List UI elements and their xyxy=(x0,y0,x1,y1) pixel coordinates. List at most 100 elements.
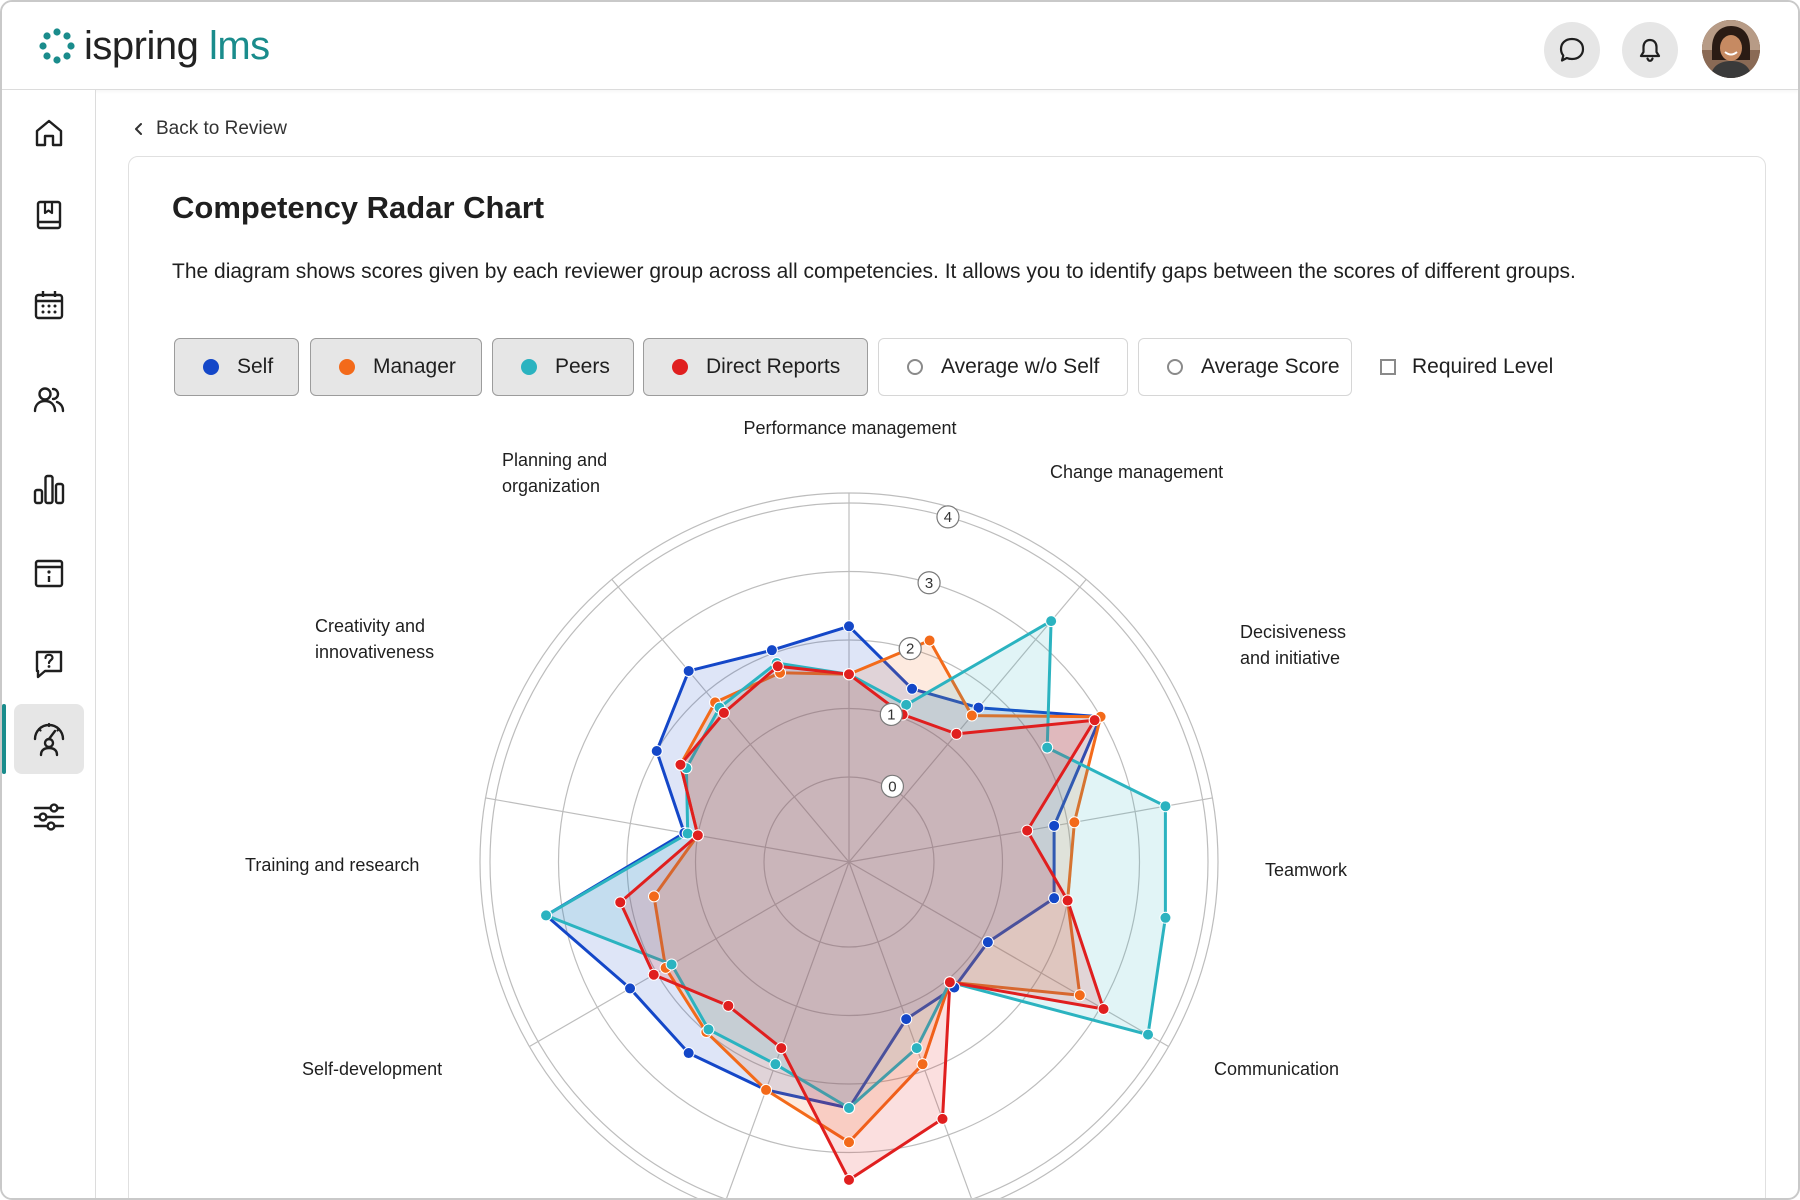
series-direct-reports-point xyxy=(843,668,855,681)
series-direct-reports-point xyxy=(1088,714,1101,727)
radar-spoke-8 xyxy=(611,578,850,863)
radar-spoke-5 xyxy=(726,861,850,1198)
series-peers-point xyxy=(769,1058,782,1071)
series-peers-point xyxy=(1159,800,1172,813)
ring-value-label: 4 xyxy=(936,505,960,529)
legend-toggle-required-level[interactable]: Required Level xyxy=(1368,338,1568,396)
sidebar-item-settings[interactable] xyxy=(14,782,84,852)
messages-button[interactable] xyxy=(1544,22,1600,78)
notifications-button[interactable] xyxy=(1622,22,1678,78)
legend-average-wo-self-dot xyxy=(907,359,923,375)
legend-direct-reports-label: Direct Reports xyxy=(706,355,841,378)
axis-label-line: Training and research xyxy=(245,855,419,875)
radar-spoke-7 xyxy=(485,797,850,863)
sidebar-item-courses[interactable] xyxy=(14,180,84,250)
sidebar-item-reports[interactable] xyxy=(14,454,84,524)
legend-toggle-direct-reports[interactable]: Direct Reports xyxy=(643,338,868,396)
ring-value-badge xyxy=(898,636,922,661)
series-direct-reports-point xyxy=(1097,1002,1110,1015)
back-to-review-link[interactable]: Back to Review xyxy=(132,118,287,140)
axis-label-line: innovativeness xyxy=(315,642,434,662)
series-direct-reports-point xyxy=(691,829,704,842)
series-direct-reports-point xyxy=(1021,824,1034,837)
legend-toggle-average-wo-self[interactable]: Average w/o Self xyxy=(878,338,1128,396)
legend-toggle-self[interactable]: Self xyxy=(174,338,299,396)
ispring-logo[interactable]: ispring lms xyxy=(38,22,270,70)
axis-label-line: Creativity and xyxy=(315,616,425,636)
series-direct-reports-point xyxy=(771,660,784,673)
axis-label-2: Decisiveness and initiative xyxy=(1240,622,1346,668)
axis-label-line: Planning and xyxy=(502,450,607,470)
sidebar-item-info[interactable] xyxy=(14,538,84,608)
ring-value-label: 1 xyxy=(879,702,903,727)
axis-label-line: Change management xyxy=(1050,462,1223,482)
ring-value-badge xyxy=(936,505,960,529)
sidebar-item-questions[interactable] xyxy=(14,629,84,699)
legend-average-wo-self-label: Average w/o Self xyxy=(941,355,1100,378)
chat-bubble-icon xyxy=(1559,37,1585,62)
calendar-icon xyxy=(34,291,64,320)
radar-spoke-1 xyxy=(848,578,1087,863)
series-self-point xyxy=(1048,892,1061,905)
series-peers-point xyxy=(1159,911,1172,924)
ring-value-text: 0 xyxy=(888,778,896,795)
chevron-left-icon xyxy=(135,123,142,135)
series-direct-reports-point xyxy=(647,968,660,981)
series-direct-reports-point xyxy=(943,976,956,989)
ring-value-text: 3 xyxy=(925,575,933,592)
sidebar-item-performance-review[interactable] xyxy=(2,704,84,774)
axis-label-3: Teamwork xyxy=(1265,860,1348,880)
series-peers-point xyxy=(910,1042,923,1055)
ring-value-label: 2 xyxy=(898,636,922,661)
series-self-point xyxy=(1048,819,1061,832)
axis-label-line: Teamwork xyxy=(1265,860,1348,880)
legend-toggle-average-score[interactable]: Average Score xyxy=(1138,338,1352,396)
axis-label-line: Self-development xyxy=(302,1059,442,1079)
radar-spoke-6 xyxy=(529,861,850,1048)
series-peers-point xyxy=(843,1101,855,1114)
ring-value-label: 3 xyxy=(917,571,941,595)
book-icon xyxy=(36,200,62,230)
logo-text: ispring lms xyxy=(84,23,270,68)
legend-required-level-checkbox[interactable] xyxy=(1380,359,1396,375)
page-title: Competency Radar Chart xyxy=(172,190,545,225)
series-direct-reports-point xyxy=(1061,894,1074,907)
legend-toggle-peers[interactable]: Peers xyxy=(492,338,634,396)
logo-mark-icon xyxy=(39,28,75,64)
page-description: The diagram shows scores given by each r… xyxy=(172,260,1576,283)
ring-value-text: 1 xyxy=(887,706,895,723)
series-direct-reports-point xyxy=(717,706,730,719)
series-peers-point xyxy=(540,909,553,922)
sidebar-item-calendar[interactable] xyxy=(14,270,84,340)
bar-chart-icon xyxy=(33,474,65,505)
settings-sliders-icon xyxy=(33,803,65,831)
users-icon xyxy=(33,387,65,413)
ring-value-badge xyxy=(880,774,905,798)
legend-manager-label: Manager xyxy=(373,355,456,378)
series-manager-point xyxy=(965,709,978,722)
top-bar: ispring lms xyxy=(2,2,1798,90)
radar-series xyxy=(540,615,1172,1186)
legend-required-level-label: Required Level xyxy=(1412,355,1554,378)
series-manager-point xyxy=(647,890,660,903)
series-manager-point xyxy=(1073,989,1086,1002)
legend-toggle-manager[interactable]: Manager xyxy=(310,338,482,396)
sidebar-item-users[interactable] xyxy=(14,365,84,435)
axis-label-line: Decisiveness xyxy=(1240,622,1346,642)
radar-grid xyxy=(479,492,1219,1198)
series-direct-reports-point xyxy=(722,999,735,1012)
series-manager-point xyxy=(916,1058,929,1071)
ring-value-text: 4 xyxy=(944,509,952,526)
performance-review-icon xyxy=(33,722,65,757)
axis-label-4: Communication xyxy=(1214,1059,1339,1079)
legend-peers-label: Peers xyxy=(555,355,610,378)
sidebar-item-home[interactable] xyxy=(14,98,84,168)
axis-label-line: Communication xyxy=(1214,1059,1339,1079)
series-peers-point xyxy=(1045,615,1058,628)
legend-average-score-label: Average Score xyxy=(1201,355,1340,378)
ring-value-text: 2 xyxy=(906,641,914,658)
ring-value-badge xyxy=(917,571,941,595)
series-peers-point xyxy=(1142,1028,1155,1041)
series-self-point xyxy=(624,982,637,995)
